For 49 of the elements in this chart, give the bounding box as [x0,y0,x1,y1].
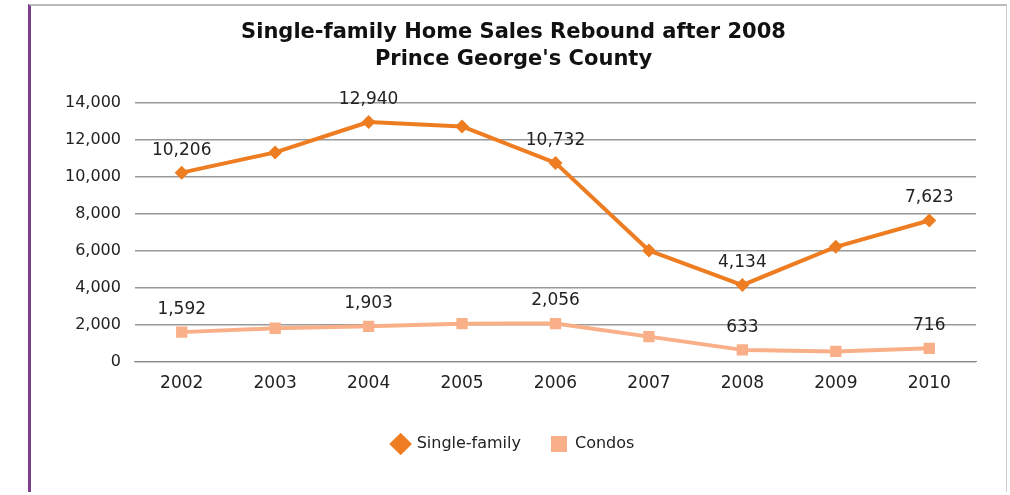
legend-label: Condos [574,433,635,453]
x-tick-label: 2008 [720,372,765,393]
data-label: 1,592 [157,298,207,319]
data-label: 10,206 [151,138,212,159]
x-tick-label: 2009 [814,372,858,393]
data-label: 716 [913,314,946,335]
point [361,115,376,130]
point [549,317,562,330]
data-label: 4,134 [718,250,767,271]
x-tick-label: 2002 [160,372,204,393]
data-label: 2,056 [531,289,580,310]
y-tick-label: 2,000 [75,313,121,333]
data-label: 1,903 [344,292,393,313]
x-tick-label: 2010 [907,372,951,393]
data-label: 7,623 [904,186,954,207]
point [922,213,937,228]
data-label: 633 [726,315,759,336]
x-tick-label: 2003 [253,372,297,393]
y-tick-label: 10,000 [65,165,121,185]
y-tick-label: 8,000 [75,202,121,222]
point [641,243,656,258]
y-tick-label: 6,000 [75,239,121,259]
point [735,278,750,293]
data-label: 10,732 [525,128,586,149]
y-tick-label: 4,000 [75,276,121,296]
point [362,320,375,333]
point [269,322,281,334]
point [828,239,843,254]
point [736,344,749,356]
point [174,165,189,180]
x-tick-label: 2004 [346,372,391,393]
y-tick-label: 0 [110,350,121,370]
point [176,326,188,338]
legend-label: Single-family [416,433,521,453]
point [268,145,283,160]
x-tick-label: 2005 [440,372,484,393]
x-tick-label: 2006 [533,372,578,393]
point [923,342,935,354]
chart-subtitle: Prince George's County [374,46,653,71]
point [643,330,655,343]
point [456,317,468,330]
point [830,345,842,358]
data-label: 12,940 [338,87,399,108]
point [548,155,563,170]
y-tick-label: 12,000 [65,128,121,148]
chart-title: Single-family Home Sales Rebound after 2008 [241,19,786,44]
point [455,119,470,134]
y-tick-label: 14,000 [65,91,121,111]
x-tick-label: 2007 [627,372,671,393]
